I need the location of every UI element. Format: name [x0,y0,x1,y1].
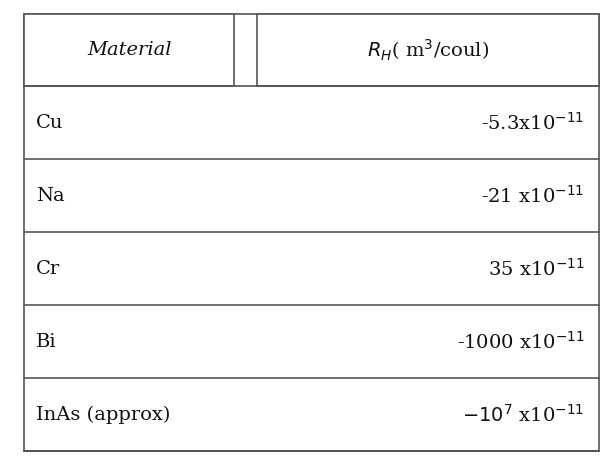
Text: Material: Material [87,41,172,59]
Text: $-10^7$ x10$^{-11}$: $-10^7$ x10$^{-11}$ [462,404,585,425]
Text: -1000 x10$^{-11}$: -1000 x10$^{-11}$ [456,331,585,352]
Text: Bi: Bi [36,332,57,351]
Text: 35 x10$^{-11}$: 35 x10$^{-11}$ [488,258,585,279]
Text: InAs (approx): InAs (approx) [36,405,170,424]
Text: Cr: Cr [36,259,60,278]
Text: Cu: Cu [36,113,64,132]
Text: -5.3x10$^{-11}$: -5.3x10$^{-11}$ [481,112,585,133]
Bar [257,14,599,86]
Text: Na: Na [36,186,65,205]
Bar [24,14,234,86]
Text: $R_H$( m$^3$/coul): $R_H$( m$^3$/coul) [367,37,489,63]
Text: -21 x10$^{-11}$: -21 x10$^{-11}$ [481,185,585,206]
